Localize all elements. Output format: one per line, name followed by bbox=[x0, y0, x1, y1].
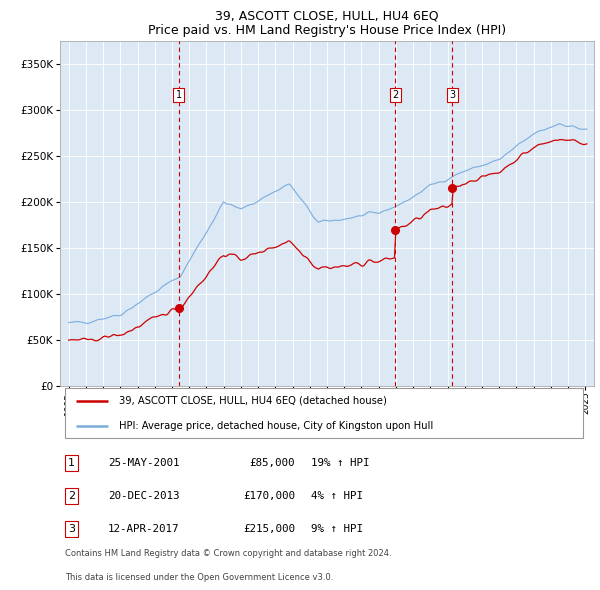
Text: 39, ASCOTT CLOSE, HULL, HU4 6EQ (detached house): 39, ASCOTT CLOSE, HULL, HU4 6EQ (detache… bbox=[119, 396, 386, 406]
Text: £170,000: £170,000 bbox=[243, 491, 295, 501]
Text: 25-MAY-2001: 25-MAY-2001 bbox=[108, 458, 179, 468]
Text: 1: 1 bbox=[176, 90, 182, 100]
Text: 4% ↑ HPI: 4% ↑ HPI bbox=[311, 491, 363, 501]
Text: 19% ↑ HPI: 19% ↑ HPI bbox=[311, 458, 370, 468]
Text: £215,000: £215,000 bbox=[243, 525, 295, 534]
Text: 20-DEC-2013: 20-DEC-2013 bbox=[108, 491, 179, 501]
Text: £85,000: £85,000 bbox=[250, 458, 295, 468]
Text: 1: 1 bbox=[68, 458, 75, 468]
Text: 9% ↑ HPI: 9% ↑ HPI bbox=[311, 525, 363, 534]
Text: 2: 2 bbox=[68, 491, 76, 501]
Text: HPI: Average price, detached house, City of Kingston upon Hull: HPI: Average price, detached house, City… bbox=[119, 421, 433, 431]
Text: This data is licensed under the Open Government Licence v3.0.: This data is licensed under the Open Gov… bbox=[65, 573, 334, 582]
Text: 3: 3 bbox=[449, 90, 455, 100]
Text: 12-APR-2017: 12-APR-2017 bbox=[108, 525, 179, 534]
FancyBboxPatch shape bbox=[65, 388, 583, 438]
Text: 3: 3 bbox=[68, 525, 75, 534]
Title: 39, ASCOTT CLOSE, HULL, HU4 6EQ
Price paid vs. HM Land Registry's House Price In: 39, ASCOTT CLOSE, HULL, HU4 6EQ Price pa… bbox=[148, 9, 506, 37]
Text: Contains HM Land Registry data © Crown copyright and database right 2024.: Contains HM Land Registry data © Crown c… bbox=[65, 549, 392, 558]
Text: 2: 2 bbox=[392, 90, 398, 100]
